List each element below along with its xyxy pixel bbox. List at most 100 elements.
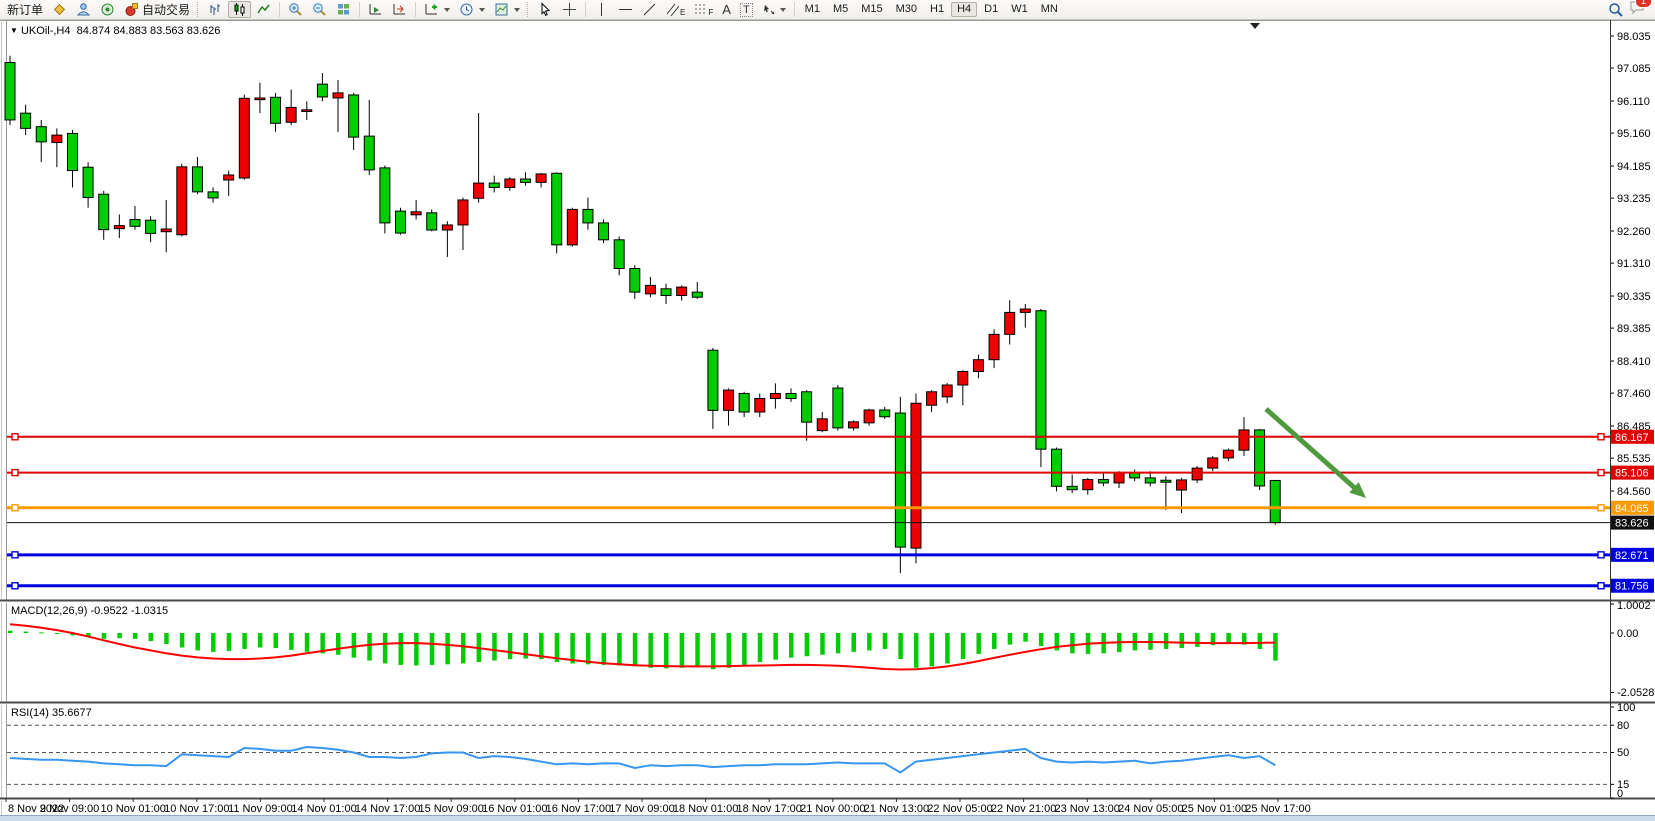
tf-h4-button[interactable]: H4	[951, 2, 978, 17]
zoom-out-icon	[313, 3, 326, 16]
templates-button[interactable]	[490, 1, 524, 18]
line-chart-mode-button[interactable]	[252, 1, 275, 18]
svg-text:-2.0528: -2.0528	[1617, 687, 1654, 699]
auto-scroll-button[interactable]	[364, 1, 387, 18]
svg-text:15: 15	[1617, 779, 1629, 791]
chart-shift-icon	[393, 4, 406, 15]
separator	[359, 2, 361, 17]
clock-icon	[460, 3, 473, 16]
svg-text:89.385: 89.385	[1617, 323, 1651, 335]
group-grip	[197, 2, 201, 17]
crosshair-tool-button[interactable]	[558, 1, 581, 18]
separator	[279, 2, 281, 17]
candlestick-mode-button[interactable]	[228, 1, 252, 18]
cursor-icon	[541, 2, 551, 16]
chart-menu-triangle-icon[interactable]: ▼	[10, 26, 18, 35]
vertical-line-icon	[601, 3, 603, 16]
horizontal-line-tool-button[interactable]	[614, 1, 637, 18]
tf-m5-button[interactable]: M5	[827, 2, 854, 17]
search-button[interactable]	[1604, 1, 1628, 18]
svg-text:18 Nov 17:00: 18 Nov 17:00	[736, 803, 801, 815]
channel-icon	[666, 3, 680, 17]
tf-w1-button[interactable]: W1	[1005, 2, 1034, 17]
chart-window: 98.035 97.085 96.110 95.160 94.185 93.235 92.2…	[0, 20, 1655, 821]
svg-text:16 Nov 17:00: 16 Nov 17:00	[546, 803, 611, 815]
horizontal-line-icon	[619, 9, 633, 10]
fibonacci-icon	[695, 4, 707, 14]
bar-chart-icon	[210, 4, 221, 15]
svg-text:25 Nov 17:00: 25 Nov 17:00	[1245, 803, 1310, 815]
fibonacci-tool-button[interactable]: F	[690, 1, 717, 18]
svg-text:21 Nov 00:00: 21 Nov 00:00	[800, 803, 865, 815]
zoom-in-icon	[289, 3, 302, 16]
new-order-button[interactable]: 新订单	[3, 1, 47, 18]
chart-title: ▼ UKOil-,H4 84.874 84.883 83.563 83.626	[10, 25, 220, 37]
svg-text:9 Nov 09:00: 9 Nov 09:00	[40, 803, 99, 815]
svg-text:87.460: 87.460	[1617, 388, 1651, 400]
channel-tool-button[interactable]: E	[662, 1, 689, 18]
tf-d1-button[interactable]: D1	[978, 2, 1004, 17]
auto-trading-button[interactable]: 自动交易	[120, 1, 194, 18]
dropdown-caret	[479, 7, 486, 12]
svg-text:0.00: 0.00	[1617, 628, 1638, 640]
dropdown-caret	[444, 7, 451, 12]
svg-text:14 Nov 01:00: 14 Nov 01:00	[291, 803, 356, 815]
tile-windows-icon	[338, 4, 350, 15]
vertical-line-tool-button[interactable]	[590, 1, 613, 18]
svg-text:24 Nov 05:00: 24 Nov 05:00	[1118, 803, 1183, 815]
notifications-button[interactable]: 1	[1629, 0, 1652, 20]
dropdown-caret	[514, 7, 521, 12]
arrows-icon	[763, 5, 775, 15]
tile-windows-button[interactable]	[332, 1, 355, 18]
svg-text:22 Nov 21:00: 22 Nov 21:00	[991, 803, 1056, 815]
text-tool-button[interactable]: A	[718, 1, 735, 18]
tf-mn-button[interactable]: MN	[1035, 2, 1064, 17]
tf-m1-button[interactable]: M1	[799, 2, 826, 17]
cursor-tool-button[interactable]	[534, 1, 557, 18]
tf-label: D1	[984, 3, 999, 15]
tf-m30-button[interactable]: M30	[890, 2, 923, 17]
svg-text:50: 50	[1617, 747, 1629, 759]
tf-label: M30	[895, 3, 918, 15]
separator	[585, 2, 587, 17]
tf-h1-button[interactable]: H1	[924, 2, 950, 17]
svg-text:84.065: 84.065	[1615, 503, 1649, 515]
tf-m15-button[interactable]: M15	[855, 2, 888, 17]
chart-shift-button[interactable]	[388, 1, 411, 18]
fibonacci-tool-letter: F	[708, 8, 714, 17]
svg-text:100: 100	[1617, 702, 1635, 714]
tf-label: M15	[861, 3, 883, 15]
svg-text:98.035: 98.035	[1617, 31, 1651, 43]
candlestick-icon	[234, 3, 245, 16]
svg-text:11 Nov 09:00: 11 Nov 09:00	[228, 803, 293, 815]
text-tool-icon: A	[722, 2, 731, 17]
svg-text:16 Nov 01:00: 16 Nov 01:00	[482, 803, 547, 815]
arrows-tool-button[interactable]	[758, 1, 790, 18]
trendline-tool-button[interactable]	[638, 1, 661, 18]
zoom-out-button[interactable]	[308, 1, 331, 18]
indicators-button[interactable]	[420, 1, 454, 18]
svg-text:23 Nov 13:00: 23 Nov 13:00	[1054, 803, 1119, 815]
svg-text:22 Nov 05:00: 22 Nov 05:00	[927, 803, 992, 815]
periods-button[interactable]	[455, 1, 489, 18]
zoom-in-button[interactable]	[284, 1, 307, 18]
svg-text:94.185: 94.185	[1617, 161, 1651, 173]
svg-text:93.235: 93.235	[1617, 193, 1651, 205]
svg-text:14 Nov 17:00: 14 Nov 17:00	[355, 803, 420, 815]
signals-button[interactable]	[96, 1, 119, 18]
new-order-label: 新订单	[7, 3, 44, 17]
symbol-title: UKOil-,H4	[20, 25, 71, 37]
svg-text:10 Nov 17:00: 10 Nov 17:00	[164, 803, 229, 815]
bar-chart-mode-button[interactable]	[204, 1, 227, 18]
text-label-tool-button[interactable]: T	[736, 1, 757, 18]
tf-label: H1	[930, 3, 945, 15]
svg-text:17 Nov 09:00: 17 Nov 09:00	[609, 803, 674, 815]
market-button[interactable]	[48, 1, 71, 18]
svg-text:15 Nov 09:00: 15 Nov 09:00	[418, 803, 483, 815]
auto-trading-icon	[125, 3, 139, 16]
profile-button[interactable]	[72, 1, 95, 18]
svg-text:21 Nov 13:00: 21 Nov 13:00	[864, 803, 929, 815]
chart-canvas[interactable]: 98.035 97.085 96.110 95.160 94.185 93.235 92.2…	[0, 20, 1655, 821]
svg-text:96.110: 96.110	[1617, 96, 1650, 108]
tf-label: M1	[804, 3, 820, 15]
